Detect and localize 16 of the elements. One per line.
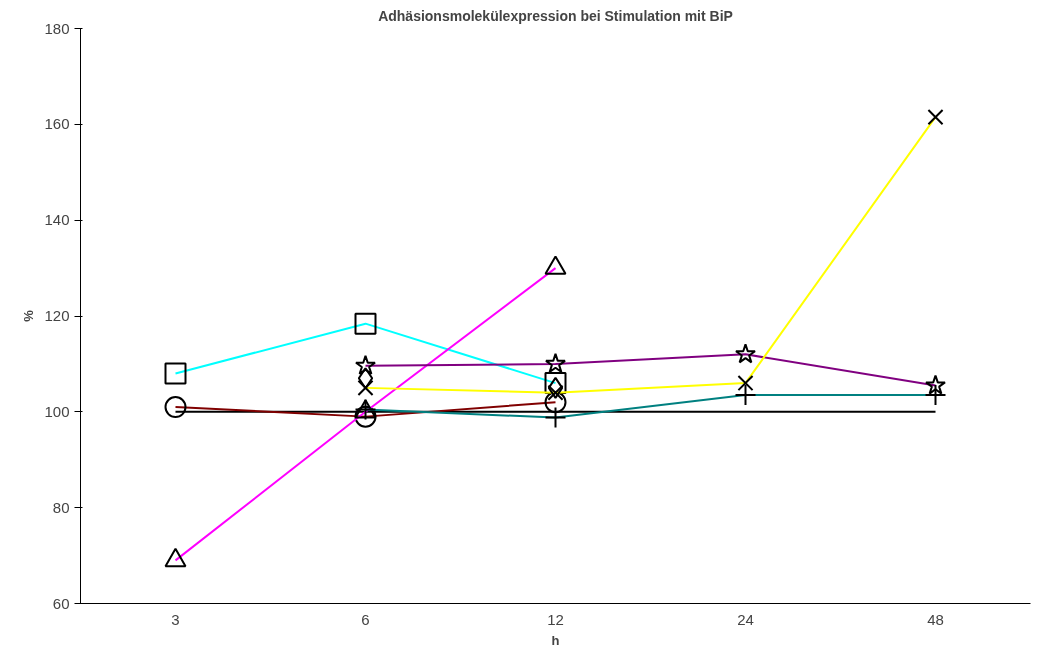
point <box>357 367 374 390</box>
y-tick-label: 140 <box>44 211 70 229</box>
x-tick-label: 12 <box>547 610 564 628</box>
y-tick-label: 100 <box>44 402 70 420</box>
x-axis-title: h <box>551 632 560 648</box>
chart-title: Adhäsionsmolekülexpression bei Stimulation mit BiP <box>378 7 733 24</box>
x-tick-label: 48 <box>927 610 944 628</box>
x-tick-label: 6 <box>361 610 370 628</box>
y-tick-label: 160 <box>44 115 70 133</box>
x-tick-label: 24 <box>737 610 754 628</box>
y-tick-label: 60 <box>52 594 70 612</box>
y-tick-label: 80 <box>52 498 70 516</box>
y-axis-title: % <box>21 309 37 322</box>
y-tick-label: 120 <box>44 307 70 324</box>
y-tick-label: 180 <box>44 19 70 37</box>
x-tick-label: 3 <box>171 610 180 628</box>
